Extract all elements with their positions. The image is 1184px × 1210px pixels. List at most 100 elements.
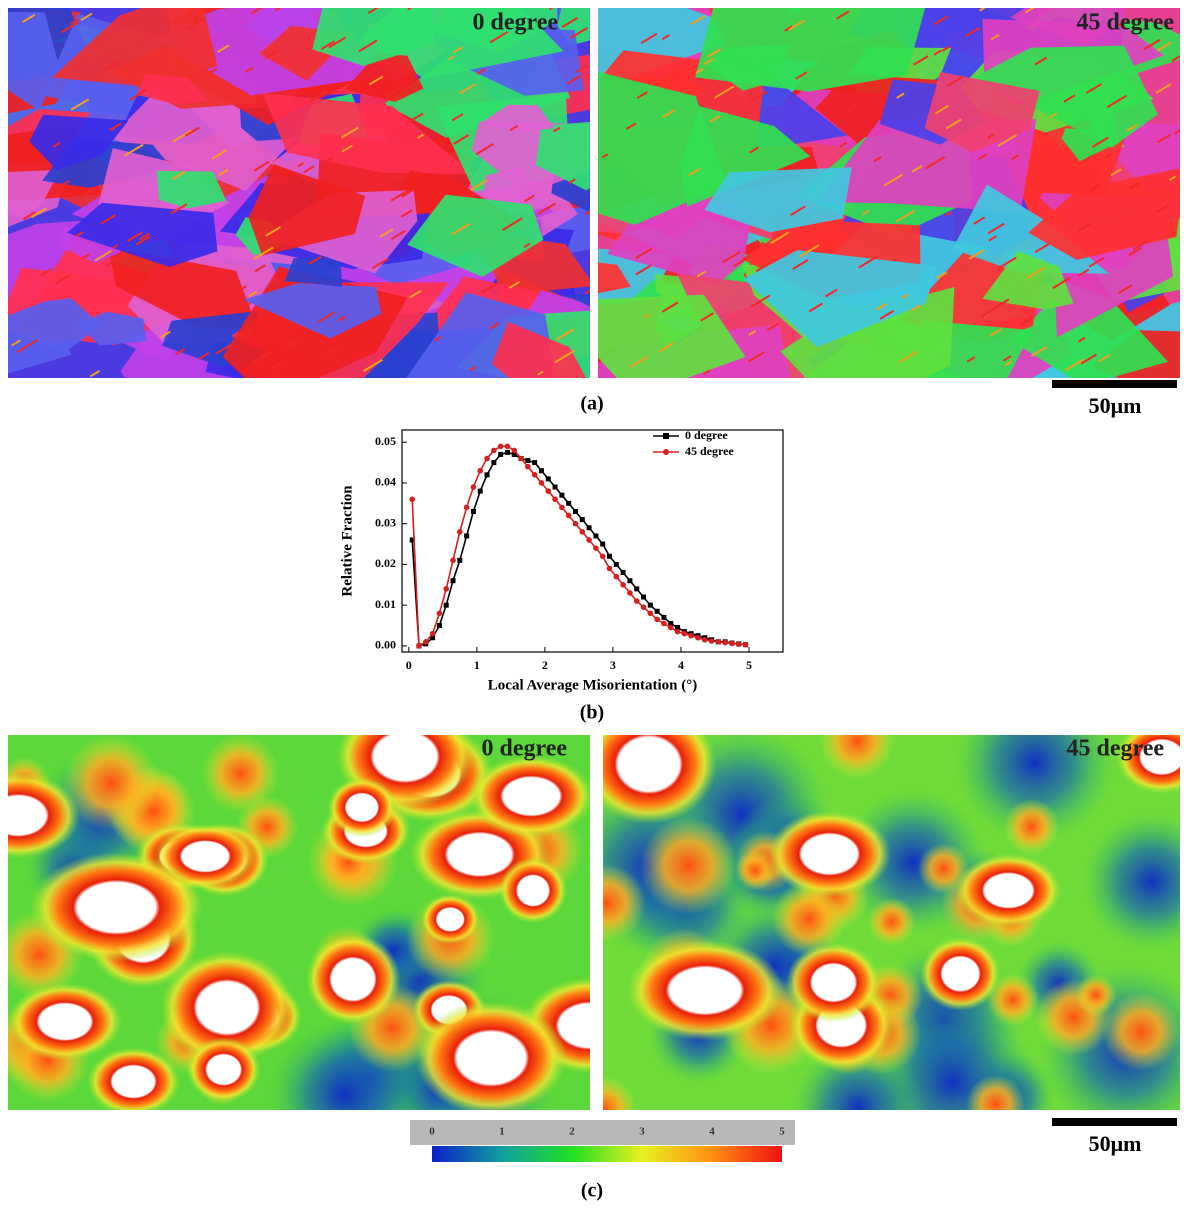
x-tick-label: 3 — [610, 658, 616, 672]
lath — [216, 44, 230, 53]
lath — [127, 231, 143, 242]
point — [565, 512, 572, 519]
grain — [284, 255, 342, 288]
lath — [251, 351, 272, 365]
legend-label: 45 degree — [685, 444, 734, 458]
lath — [452, 46, 463, 54]
point — [613, 573, 620, 580]
lath — [11, 339, 21, 347]
lath — [703, 57, 714, 66]
colorbar-tick-label: 4 — [709, 1126, 715, 1138]
lath — [234, 302, 252, 314]
lath — [749, 146, 759, 154]
low-zone — [954, 735, 1116, 843]
lath — [795, 71, 808, 80]
lath — [253, 246, 274, 260]
lath — [489, 30, 509, 44]
lath — [135, 235, 151, 246]
lath — [459, 83, 476, 95]
lath — [635, 247, 653, 260]
lath — [179, 272, 196, 284]
grain — [312, 8, 435, 66]
lath — [873, 156, 882, 163]
lath — [696, 270, 706, 278]
x-axis-label: Local Average Misorientation (°) — [488, 677, 697, 693]
lath — [22, 211, 36, 221]
lath — [31, 207, 47, 219]
lath — [879, 309, 895, 320]
grain — [407, 194, 544, 277]
x-tick-label: 4 — [678, 658, 684, 672]
point — [647, 610, 654, 617]
lath — [82, 253, 91, 259]
lath — [709, 115, 721, 123]
lath — [1173, 129, 1180, 135]
point — [545, 488, 552, 494]
lath — [433, 336, 442, 342]
lath — [1078, 222, 1092, 232]
point — [701, 636, 708, 643]
lath — [367, 8, 379, 14]
lath — [941, 45, 951, 52]
lath — [755, 262, 771, 273]
lath — [184, 126, 200, 137]
point — [708, 638, 715, 644]
caption: (c) — [581, 1180, 603, 1202]
grain — [704, 167, 852, 233]
lath — [988, 235, 997, 242]
lath — [317, 311, 335, 324]
point — [491, 460, 497, 466]
colorbar-frame — [410, 1120, 795, 1145]
point — [511, 447, 518, 454]
lath — [368, 75, 384, 86]
lath — [629, 356, 648, 369]
lath — [636, 91, 648, 99]
lath — [451, 113, 464, 122]
point — [552, 496, 558, 503]
high-zone — [498, 857, 568, 924]
lath — [297, 162, 305, 168]
mid-zone — [771, 882, 846, 957]
y-tick-label: 0.02 — [375, 556, 396, 570]
grain — [67, 202, 218, 267]
lath — [981, 309, 993, 317]
grain — [1028, 168, 1180, 260]
point — [436, 610, 443, 617]
lath — [1156, 41, 1172, 52]
lath — [337, 315, 347, 322]
lath — [799, 244, 820, 258]
high-zone — [186, 1037, 261, 1103]
lath — [235, 327, 253, 340]
point — [735, 641, 742, 648]
lath — [264, 50, 278, 60]
point — [504, 443, 511, 450]
lath — [340, 126, 359, 139]
point — [531, 472, 538, 478]
lath — [198, 352, 210, 360]
lath — [933, 49, 942, 56]
high-zone — [767, 810, 892, 898]
mid-zone — [603, 864, 646, 942]
point — [484, 472, 490, 478]
lath — [554, 349, 575, 364]
lath — [124, 143, 144, 157]
mid-zone — [639, 816, 738, 915]
lath — [308, 90, 327, 103]
lath — [271, 360, 284, 369]
lath — [326, 156, 334, 162]
lath — [362, 358, 383, 373]
grain — [243, 283, 382, 339]
point — [463, 504, 470, 511]
high-zone — [603, 735, 717, 824]
high-zone — [305, 933, 401, 1025]
lath — [160, 330, 171, 339]
grain — [248, 164, 366, 256]
lath — [978, 153, 988, 160]
lath — [501, 217, 523, 231]
point — [661, 614, 667, 620]
lath — [584, 210, 590, 216]
legend-marker — [663, 449, 669, 455]
caption: (b) — [580, 702, 604, 724]
point — [409, 496, 416, 503]
lath — [175, 348, 186, 356]
